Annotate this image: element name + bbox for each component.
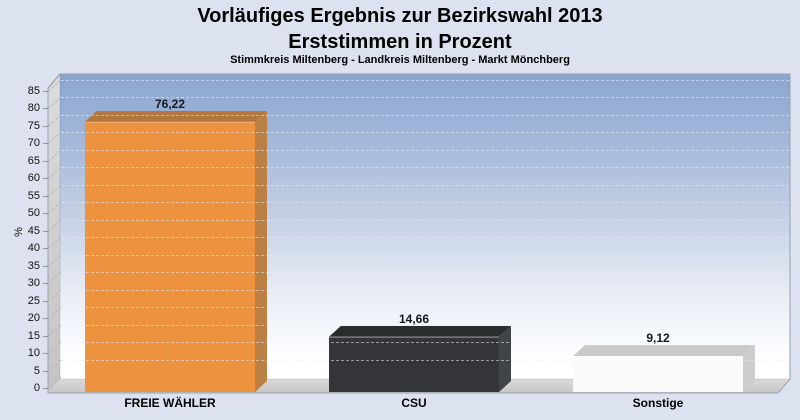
y-tick-label: 5 [33,364,40,377]
bar-top-face [329,326,511,337]
y-tick-label: 75 [27,119,40,132]
chart-title-line2: Erststimmen in Prozent [288,31,512,53]
gridline [61,237,789,239]
bar-top-face [85,111,267,122]
gridline [61,272,789,274]
gridline [61,167,789,169]
bar-front-face [329,336,499,392]
bar-front-face [573,356,743,392]
y-tick-label: 20 [27,312,40,325]
bar-front-face [85,121,255,392]
gridline [61,184,789,186]
gridline [61,80,789,81]
gridline [61,149,789,151]
y-tick-mark [43,195,48,197]
y-tick-mark [43,248,48,250]
y-tick-mark [43,91,48,92]
y-tick-label: 40 [27,242,40,255]
y-tick-mark [43,300,48,302]
bar-top-face [573,345,755,356]
y-tick-label: 15 [27,329,40,342]
y-tick-mark [43,160,48,162]
y-tick-mark [43,265,48,267]
y-tick-mark [43,370,48,372]
y-tick-mark [43,125,48,127]
y-tick-label: 85 [27,85,40,97]
y-tick-mark [43,318,48,320]
gridline [61,307,789,309]
bar-side-face [255,111,267,392]
y-tick-label: 0 [33,382,40,394]
y-tick-label: 60 [27,172,40,185]
x-category-label: FREIE WÄHLER [124,396,216,410]
y-tick-label: 10 [27,347,40,360]
y-tick-mark [43,388,48,389]
gridline [61,219,789,221]
x-category-label: Sonstige [632,396,684,410]
y-tick-label: 70 [27,137,40,150]
y-tick-mark [43,283,48,285]
chart-subtitle: Stimmkreis Miltenberg - Landkreis Milten… [230,54,570,66]
y-tick-label: 30 [27,277,40,290]
gridline [61,359,789,361]
bar-value-label: 14,66 [398,311,430,326]
x-category-label: CSU [401,396,427,410]
y-tick-mark [43,178,48,180]
y-tick-label: 55 [27,189,40,202]
y-tick-mark [43,213,48,215]
y-tick-label: 80 [27,102,40,115]
y-tick-mark [43,353,48,355]
bar-value-label: 9,12 [646,331,670,346]
y-tick-mark [43,230,48,232]
y-tick-label: 35 [27,259,40,272]
bar-value-label: 76,22 [154,96,186,111]
gridline [61,132,789,134]
y-tick-label: 50 [27,207,40,220]
y-tick-label: 65 [27,154,40,167]
y-tick-mark [43,108,48,110]
chart-title-line1: Vorläufiges Ergebnis zur Bezirkswahl 201… [197,5,603,27]
y-tick-mark [43,143,48,145]
gridline [61,254,789,256]
y-tick-label: 25 [27,294,40,307]
gridline [61,202,789,204]
gridline [61,114,789,116]
y-tick-mark [43,335,48,337]
gridline [61,289,789,291]
y-tick-label: 45 [27,224,40,237]
